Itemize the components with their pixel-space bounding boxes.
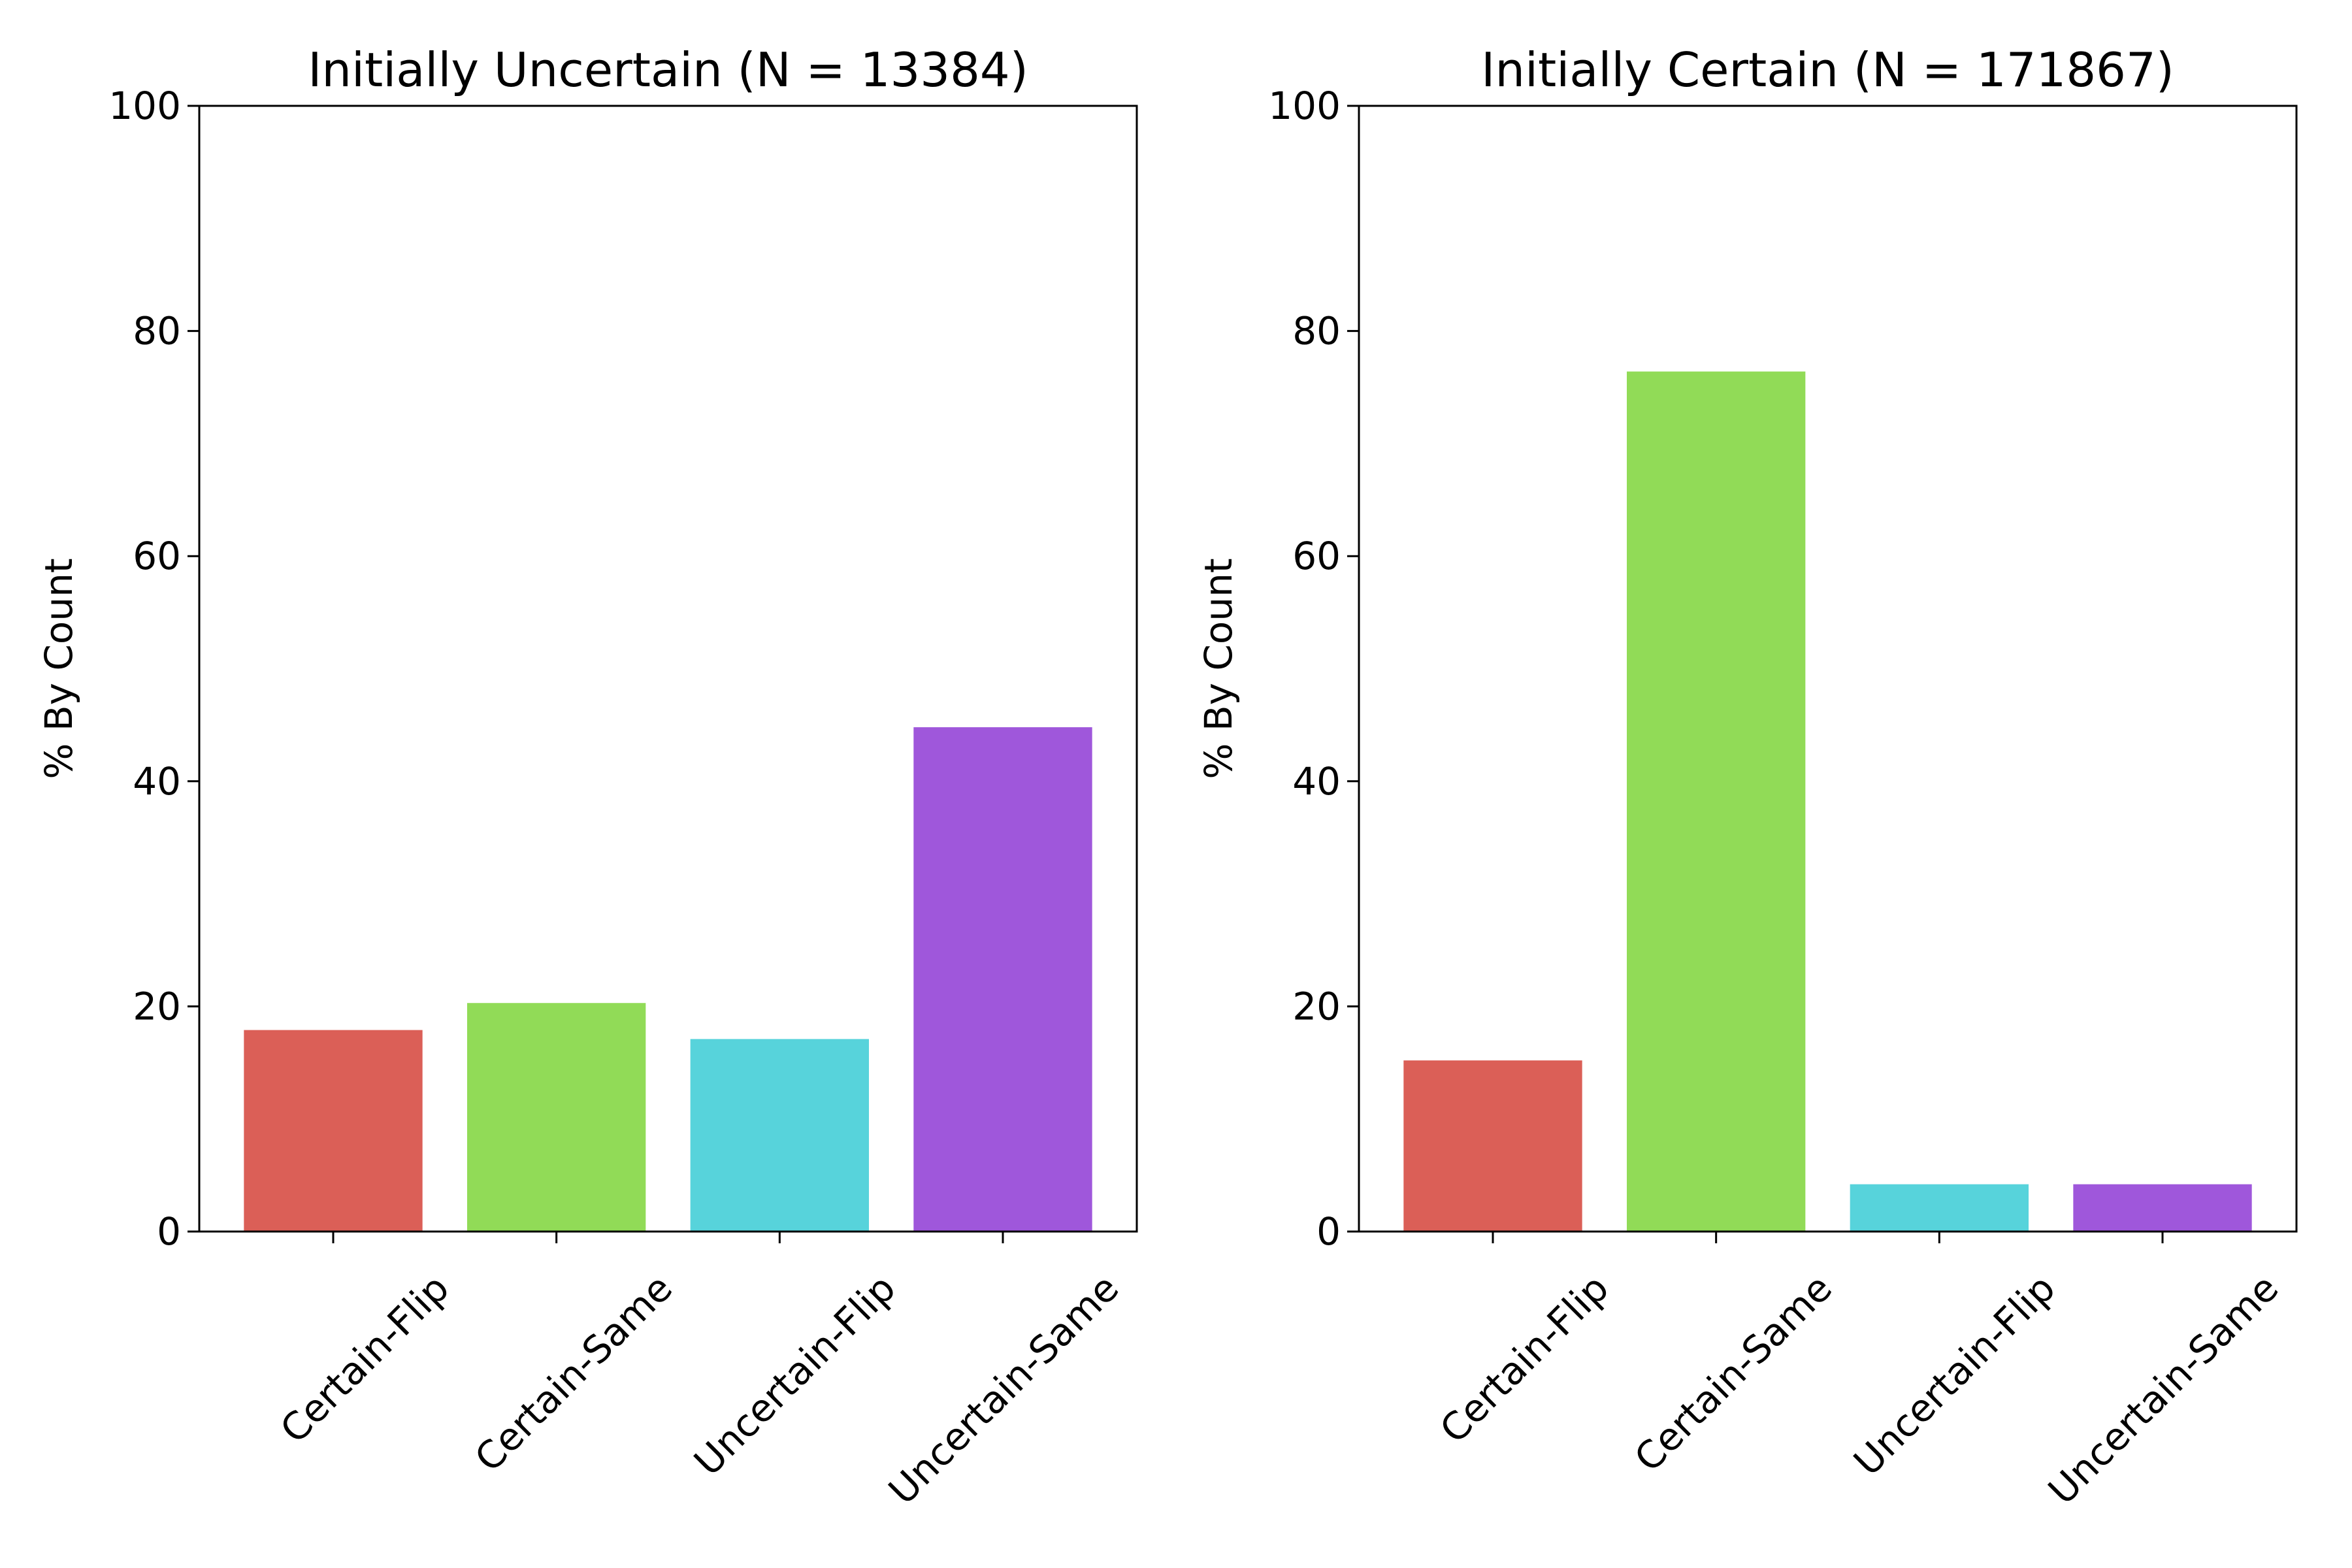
y-tick-label: 80 <box>133 309 181 353</box>
x-tick-label: Certain-Same <box>1626 1266 1841 1480</box>
y-tick-label: 60 <box>133 534 181 578</box>
bar-uncertain-same <box>913 727 1092 1232</box>
y-tick-label: 20 <box>1292 984 1341 1028</box>
chart-panel-initially-certain: Initially Certain (N = 171867) 0 20 40 60 80 1… <box>1196 42 2298 1513</box>
x-tick-label: Uncertain-Flip <box>1845 1266 2064 1484</box>
y-tick-label: 40 <box>133 759 181 804</box>
chart-panel-initially-uncertain: Initially Uncertain (N = 13384) 0 20 40 60 80… <box>37 42 1138 1513</box>
x-tick-label: Certain-Flip <box>1431 1266 1618 1452</box>
x-tick-label: Certain-Flip <box>272 1266 458 1452</box>
bar-uncertain-flip <box>690 1039 869 1232</box>
bar-uncertain-flip <box>1850 1184 2029 1232</box>
y-axis-label: % By Count <box>1196 558 1241 779</box>
x-tick-label: Certain-Same <box>466 1266 681 1480</box>
y-tick-label: 20 <box>133 984 181 1028</box>
y-tick-label: 100 <box>108 84 181 128</box>
bar-certain-same <box>1627 371 1806 1232</box>
y-tick-label: 40 <box>1292 759 1341 804</box>
chart-title: Initially Certain (N = 171867) <box>1481 42 2174 97</box>
x-tick-label: Uncertain-Same <box>2040 1266 2287 1512</box>
y-tick-label: 80 <box>1292 309 1341 353</box>
x-tick-label: Uncertain-Flip <box>685 1266 904 1484</box>
y-tick-label: 100 <box>1268 84 1341 128</box>
y-tick-label: 0 <box>1316 1209 1341 1254</box>
plot-frame <box>198 105 1138 1233</box>
y-tick-label: 60 <box>1292 534 1341 578</box>
chart-title: Initially Uncertain (N = 13384) <box>308 42 1028 97</box>
x-tick-label: Uncertain-Same <box>880 1266 1127 1512</box>
bar-uncertain-same <box>2073 1184 2252 1232</box>
plot-frame <box>1358 105 2298 1233</box>
bar-certain-same <box>467 1003 646 1232</box>
bar-certain-flip <box>1403 1060 1582 1232</box>
y-axis-label: % By Count <box>37 558 81 779</box>
y-tick-label: 0 <box>157 1209 181 1254</box>
bar-certain-flip <box>244 1030 423 1232</box>
